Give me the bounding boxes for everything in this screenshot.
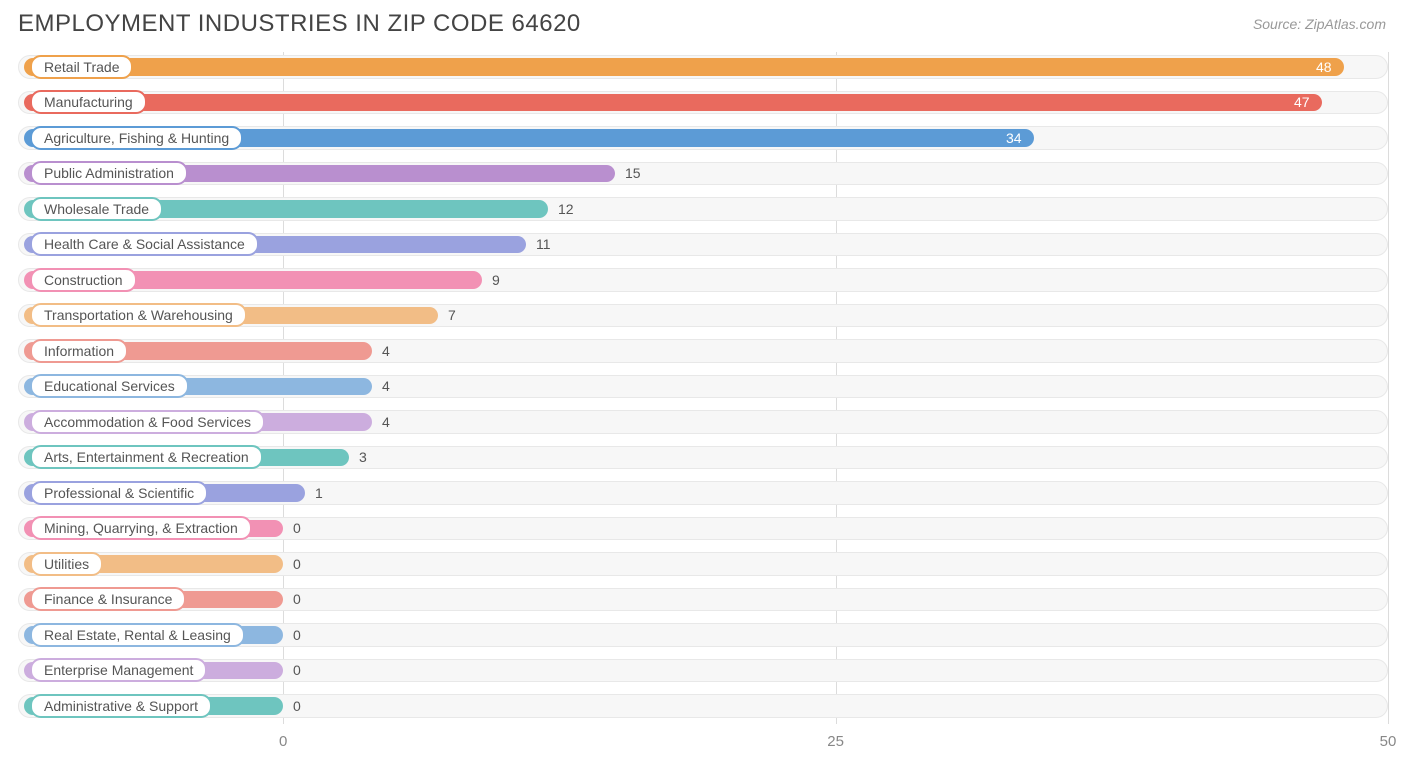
bar-value-label: 15: [625, 165, 641, 181]
category-pill: Utilities: [30, 552, 103, 576]
category-pill: Arts, Entertainment & Recreation: [30, 445, 263, 469]
bar-row: Retail Trade 48: [18, 52, 1388, 82]
chart-header: EMPLOYMENT INDUSTRIES IN ZIP CODE 64620 …: [0, 0, 1406, 44]
category-pill: Administrative & Support: [30, 694, 212, 718]
category-pill: Transportation & Warehousing: [30, 303, 247, 327]
category-pill: Educational Services: [30, 374, 189, 398]
bar-value-label: 4: [382, 414, 390, 430]
category-pill: Construction: [30, 268, 137, 292]
category-pill: Finance & Insurance: [30, 587, 186, 611]
bar-value-label: 0: [293, 662, 301, 678]
grid-line: [1388, 52, 1389, 724]
bar-value-label: 34: [1006, 130, 1022, 146]
bar-row: Accommodation & Food Services 4: [18, 407, 1388, 437]
bar-row: Finance & Insurance 0: [18, 585, 1388, 615]
x-axis-tick: 0: [279, 733, 287, 750]
category-pill: Real Estate, Rental & Leasing: [30, 623, 245, 647]
bar-row: Enterprise Management 0: [18, 656, 1388, 686]
category-pill: Health Care & Social Assistance: [30, 232, 259, 256]
plot-region: Retail Trade48Manufacturing47Agriculture…: [18, 52, 1388, 750]
bar-row: Transportation & Warehousing 7: [18, 301, 1388, 331]
category-pill: Public Administration: [30, 161, 188, 185]
bar-value-label: 1: [315, 485, 323, 501]
bar-value-label: 0: [293, 627, 301, 643]
bar-value-label: 0: [293, 520, 301, 536]
bar-value-label: 12: [558, 201, 574, 217]
bar-value-label: 0: [293, 591, 301, 607]
bar-value-label: 0: [293, 556, 301, 572]
bars-container: Retail Trade48Manufacturing47Agriculture…: [18, 52, 1388, 721]
category-pill: Professional & Scientific: [30, 481, 208, 505]
x-axis-tick: 25: [827, 733, 844, 750]
bar-fill: [24, 58, 1344, 76]
bar-value-label: 4: [382, 343, 390, 359]
bar-row: Health Care & Social Assistance 11: [18, 230, 1388, 260]
category-pill: Mining, Quarrying, & Extraction: [30, 516, 252, 540]
bar-row: Utilities 0: [18, 549, 1388, 579]
category-pill: Retail Trade: [30, 55, 133, 79]
bar-row: Wholesale Trade 12: [18, 194, 1388, 224]
bar-row: Mining, Quarrying, & Extraction 0: [18, 514, 1388, 544]
bar-value-label: 9: [492, 272, 500, 288]
category-pill: Information: [30, 339, 128, 363]
category-pill: Enterprise Management: [30, 658, 207, 682]
category-pill: Agriculture, Fishing & Hunting: [30, 126, 243, 150]
bar-row: Construction 9: [18, 265, 1388, 295]
bar-value-label: 11: [536, 236, 551, 252]
bar-value-label: 0: [293, 698, 301, 714]
chart-area: Retail Trade48Manufacturing47Agriculture…: [18, 52, 1388, 750]
chart-source: Source: ZipAtlas.com: [1253, 16, 1386, 32]
bar-row: Professional & Scientific 1: [18, 478, 1388, 508]
bar-row: Real Estate, Rental & Leasing 0: [18, 620, 1388, 650]
bar-row: Arts, Entertainment & Recreation 3: [18, 443, 1388, 473]
chart-title: EMPLOYMENT INDUSTRIES IN ZIP CODE 64620: [18, 10, 581, 38]
bar-row: Information 4: [18, 336, 1388, 366]
bar-row: Educational Services 4: [18, 372, 1388, 402]
x-axis: 02550: [18, 728, 1388, 750]
category-pill: Accommodation & Food Services: [30, 410, 265, 434]
bar-value-label: 4: [382, 378, 390, 394]
bar-row: Manufacturing 47: [18, 88, 1388, 118]
bar-value-label: 48: [1316, 59, 1332, 75]
category-pill: Wholesale Trade: [30, 197, 163, 221]
x-axis-tick: 50: [1380, 733, 1397, 750]
bar-row: Agriculture, Fishing & Hunting 34: [18, 123, 1388, 153]
bar-value-label: 7: [448, 307, 456, 323]
bar-row: Public Administration 15: [18, 159, 1388, 189]
bar-value-label: 47: [1294, 94, 1310, 110]
bar-fill: [24, 94, 1322, 112]
bar-row: Administrative & Support 0: [18, 691, 1388, 721]
bar-value-label: 3: [359, 449, 367, 465]
category-pill: Manufacturing: [30, 90, 147, 114]
